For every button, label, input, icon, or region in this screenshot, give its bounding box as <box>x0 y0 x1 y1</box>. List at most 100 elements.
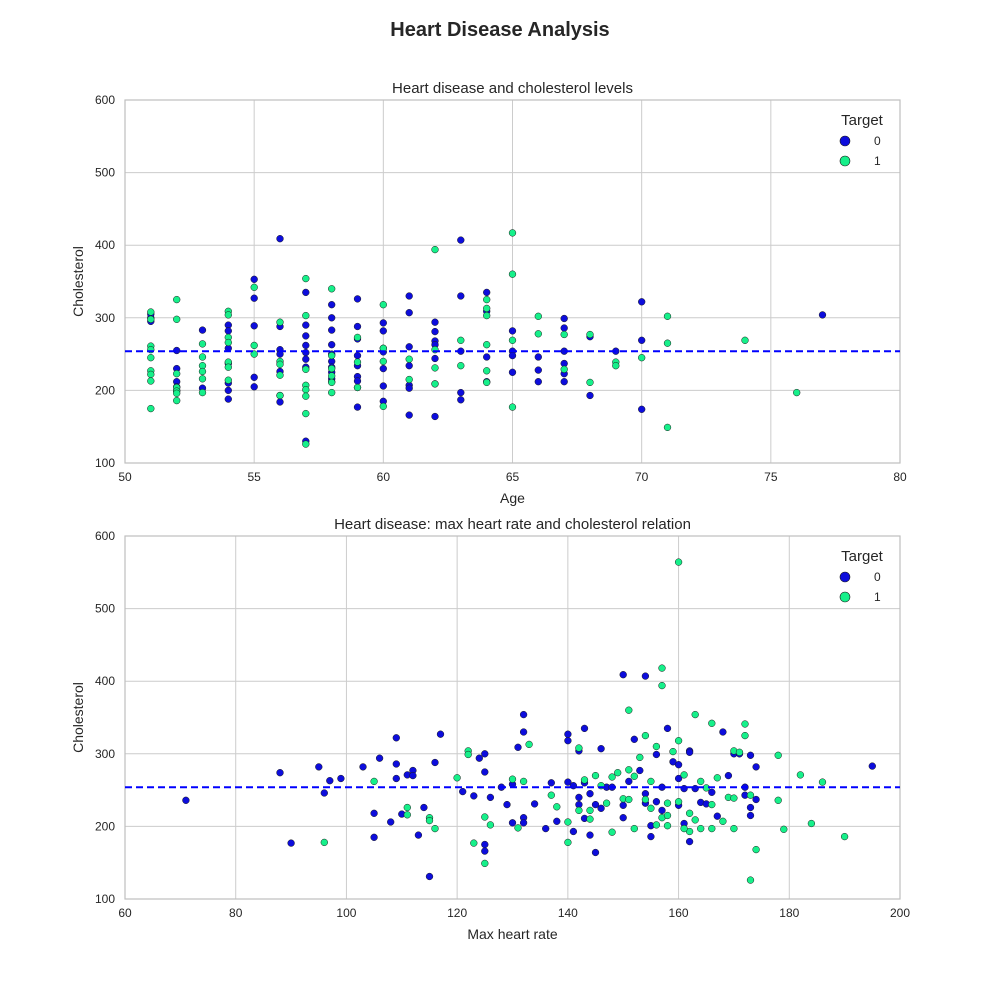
data-point <box>508 819 517 827</box>
data-point <box>337 774 345 783</box>
x-tick-label: 100 <box>336 906 356 920</box>
data-point <box>691 816 699 824</box>
x-tick-label: 200 <box>890 906 910 920</box>
data-point <box>519 728 528 736</box>
data-point <box>741 720 749 728</box>
data-point <box>780 825 788 833</box>
data-point <box>691 784 699 793</box>
data-point <box>796 771 805 779</box>
data-point <box>379 357 387 366</box>
data-point <box>619 801 627 809</box>
data-point <box>641 795 650 804</box>
data-point <box>530 800 539 808</box>
data-point <box>547 779 555 787</box>
x-tick-label: 120 <box>447 906 467 920</box>
data-point <box>302 332 310 340</box>
data-point <box>580 776 589 784</box>
x-tick-label: 75 <box>764 470 778 484</box>
data-point <box>182 796 190 804</box>
y-tick-label: 100 <box>95 456 115 470</box>
data-point <box>741 336 749 344</box>
data-point <box>276 391 284 400</box>
data-point <box>483 295 491 304</box>
data-point <box>564 737 572 745</box>
data-point <box>724 771 733 780</box>
data-point <box>453 774 461 782</box>
data-point <box>680 771 688 779</box>
data-point <box>483 341 491 349</box>
data-point <box>625 795 633 804</box>
data-point <box>302 288 310 297</box>
data-point <box>614 769 622 777</box>
y-tick-label: 300 <box>95 311 115 325</box>
data-point <box>481 840 489 849</box>
data-point <box>431 318 439 326</box>
data-point <box>713 812 721 820</box>
data-point <box>459 787 467 796</box>
data-point <box>481 859 489 868</box>
data-point <box>663 799 672 807</box>
data-point <box>224 363 232 371</box>
data-point <box>276 318 284 326</box>
data-point <box>198 326 207 334</box>
data-point <box>658 806 666 815</box>
data-point <box>328 378 336 387</box>
data-point <box>457 336 465 344</box>
data-point <box>641 731 650 740</box>
data-point <box>464 750 472 759</box>
legend-label: 0 <box>874 570 881 584</box>
data-point <box>658 681 666 690</box>
data-point <box>198 353 207 361</box>
data-point <box>719 817 727 825</box>
data-point <box>481 847 489 855</box>
x-tick-label: 60 <box>118 906 132 920</box>
data-point <box>508 403 517 411</box>
data-point <box>147 354 155 362</box>
data-point <box>647 832 655 841</box>
data-point <box>483 378 491 387</box>
data-point <box>328 314 336 322</box>
data-point <box>818 311 827 319</box>
legend-marker <box>839 591 851 603</box>
data-point <box>534 330 542 338</box>
data-point <box>315 763 323 771</box>
data-point <box>569 827 578 836</box>
data-point <box>534 366 542 374</box>
data-point <box>636 753 644 762</box>
data-point <box>147 370 155 379</box>
data-point <box>663 423 672 432</box>
data-point <box>475 754 483 762</box>
data-point <box>638 405 646 413</box>
data-point <box>752 845 760 854</box>
data-point <box>387 818 395 826</box>
data-point <box>597 804 605 812</box>
data-point <box>564 778 572 786</box>
data-point <box>752 795 760 804</box>
chart-heartrate-cholesterol: 60 80 100 120 140 160 180 200 100 200 300 400 500 600… <box>70 516 910 942</box>
data-point <box>353 383 362 392</box>
data-point <box>483 353 491 361</box>
legend-label: 0 <box>874 134 881 148</box>
data-point <box>674 761 683 769</box>
plot-frame <box>124 99 901 464</box>
data-point <box>560 330 568 339</box>
data-point <box>602 799 611 807</box>
data-point <box>647 804 655 812</box>
data-point <box>612 362 620 370</box>
data-point <box>630 735 638 743</box>
data-point <box>353 333 362 342</box>
data-point <box>619 671 627 679</box>
data-point <box>353 358 362 366</box>
data-point <box>431 380 439 388</box>
data-point <box>591 800 600 809</box>
data-point <box>392 760 400 768</box>
data-point <box>173 396 181 405</box>
data-point <box>580 724 589 733</box>
data-point <box>697 824 705 833</box>
data-point <box>752 763 760 771</box>
data-point <box>353 322 362 331</box>
data-point <box>250 283 258 291</box>
data-point <box>575 744 583 752</box>
data-point <box>370 777 378 786</box>
data-point <box>663 822 672 830</box>
